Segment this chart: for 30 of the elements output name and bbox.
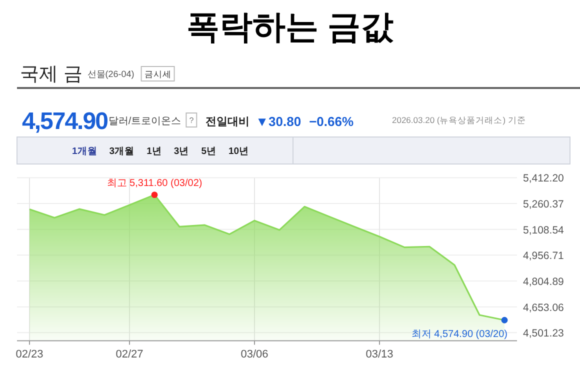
x-tick-label: 02/23: [16, 348, 44, 361]
y-tick-label: 5,412.20: [523, 172, 564, 185]
text: 1년: [146, 146, 162, 157]
y-tick-label: 4,501.23: [523, 328, 564, 340]
y-tick-label: 4,804.89: [523, 276, 564, 288]
x-tick-label: 02/27: [116, 348, 144, 361]
text: 10년: [228, 146, 250, 157]
text: 전일대비: [206, 116, 250, 128]
x-tick-label: 03/13: [366, 348, 394, 361]
text: 5년: [201, 146, 216, 157]
annotation: 최고 5,311.60 (03/02): [106, 178, 202, 189]
text: 국제 금: [20, 64, 82, 85]
text: 선물(26-04): [87, 69, 134, 79]
text: ▼30.80: [256, 114, 302, 129]
y-tick-label: 4,956.71: [523, 250, 564, 262]
text: 금시세: [144, 69, 172, 79]
text: ?: [189, 116, 194, 125]
y-tick-label: 5,260.37: [523, 198, 564, 211]
text: −0.66%: [309, 114, 354, 129]
x-tick-label: 03/06: [240, 348, 268, 361]
text: 3개월: [109, 146, 135, 157]
y-tick-label: 4,653.06: [523, 302, 564, 314]
text: 1개월: [72, 146, 98, 157]
text: 4,574.90: [22, 108, 108, 135]
text: 달러/트로이온스: [108, 116, 182, 127]
text: 3년: [174, 146, 190, 157]
annotation: 최저 4,574.90 (03/20): [411, 329, 508, 340]
y-tick-label: 5,108.54: [523, 224, 564, 236]
text: 2026.03.20 (뉴욕상품거래소) 기준: [392, 115, 526, 125]
chart-title: 폭락하는 금값: [186, 8, 394, 45]
